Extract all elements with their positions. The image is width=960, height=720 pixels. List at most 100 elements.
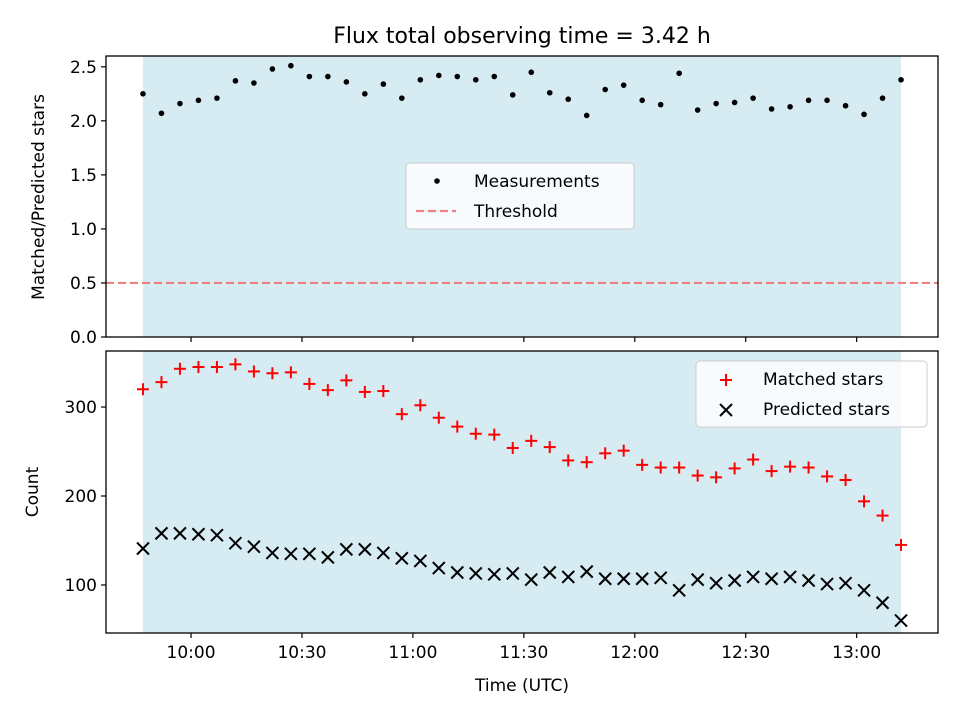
measurement-point [583,112,590,119]
matched-star-point [432,411,445,424]
measurement-point [750,95,756,101]
predicted-star-point [543,565,557,580]
matched-star-point [136,383,149,396]
predicted-star-point [284,547,298,561]
y-tick-label: 300 [65,398,97,418]
measurement-point [898,76,904,83]
x-tick-label: 13:00 [832,643,881,663]
predicted-star-point [413,554,428,568]
matched-star-point [377,385,390,398]
y-tick-label: 100 [65,576,97,596]
matched-star-point [210,361,223,374]
predicted-star-point [838,576,853,590]
measurement-point [232,78,239,84]
predicted-stars-points [136,526,908,628]
matched-star-point [543,441,556,454]
predicted-star-point [265,546,280,560]
x-tick-label: 11:30 [499,643,548,663]
predicted-star-point [247,540,261,554]
predicted-star-point [432,561,446,575]
matched-star-point [654,461,667,474]
measurement-point [454,73,461,80]
measurement-point [417,76,424,83]
predicted-star-point [321,550,335,565]
predicted-star-point [210,528,224,542]
predicted-star-point [746,570,760,584]
x-tick-label: 11:00 [388,643,437,663]
predicted-star-point [598,572,612,586]
measurement-point [269,66,276,72]
matched-star-point [617,444,630,457]
predicted-star-point [820,577,834,591]
measurement-point [325,73,331,80]
top-plot-frame [105,55,939,338]
measurement-point [306,73,313,80]
measurement-point [399,95,405,101]
measurement-point [768,106,775,112]
predicted-star-point [875,596,890,610]
measurement-point [565,96,572,103]
measurement-point [731,99,738,106]
x-tick-label: 10:30 [277,643,326,663]
matched-star-point [710,471,723,484]
predicted-star-point [653,571,668,585]
predicted-star-point [339,542,354,557]
matched-star-point [580,456,593,469]
x-tick-label: 10:00 [167,643,216,663]
y-tick-label: 2.0 [70,112,97,132]
matched-star-point [784,460,797,473]
measurement-point [805,97,812,104]
matched-star-point [506,441,519,454]
matched-star-point [340,374,353,387]
matched-star-point [155,376,168,389]
matched-star-point [728,462,741,475]
predicted-star-point [561,570,575,584]
measurement-point [842,102,849,109]
legend-predicted-label: Predicted stars [763,400,890,420]
matched-star-point [562,454,575,467]
bottom-legend-box [695,360,928,428]
matched-star-point [414,399,427,412]
predicted-star-point [709,576,723,590]
y-tick-label: 1.0 [70,220,97,240]
chart-title: Flux total observing time = 3.42 h [333,24,711,49]
matched-star-point [284,366,297,379]
matched-star-point [229,358,242,371]
measurement-points [140,62,904,119]
matched-star-point [839,473,852,486]
matched-stars-points [136,358,908,551]
matched-star-point [765,465,778,478]
matched-star-point [599,447,612,460]
measurement-point [380,81,387,87]
predicted-star-point [228,536,243,550]
predicted-star-point [616,572,631,586]
matched-star-point [636,458,649,471]
predicted-star-point [857,583,871,598]
measurement-point [177,100,183,107]
matched-star-point [395,408,408,421]
matched-star-point [303,377,316,390]
legend-measurements-label: Measurements [474,172,600,192]
x-tick-label: 12:30 [721,643,770,663]
predicted-star-point [764,572,779,586]
matched-star-point [451,420,464,433]
top-x-ticks [190,337,858,342]
y-tick-label: 200 [65,487,97,507]
measurement-point [676,70,682,77]
measurement-point [214,95,220,101]
matched-star-point [247,365,260,378]
measurement-point [362,91,368,97]
predicted-star-point [395,551,409,565]
predicted-star-point [469,566,483,581]
ratio-panel: 0.0 0.5 1.0 1.5 2.0 2.5 Matched/Predicted sta… [29,55,939,348]
measurement-point [509,92,516,98]
matched-star-point [747,453,760,466]
matched-star-point [691,469,704,482]
legend-measurement-marker [434,178,440,184]
matched-star-point [488,428,501,441]
y-tick-label: 0.5 [70,274,97,294]
predicted-star-point [487,567,501,581]
predicted-star-point [136,541,150,556]
matched-star-point [858,495,871,508]
measurement-point [288,62,294,69]
